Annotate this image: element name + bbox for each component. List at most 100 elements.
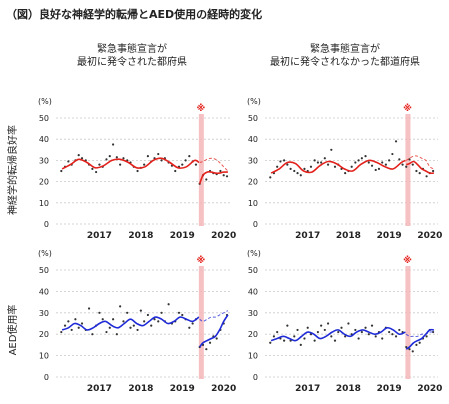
data-point bbox=[303, 167, 306, 170]
data-point bbox=[303, 337, 306, 340]
data-point bbox=[63, 324, 67, 327]
data-point bbox=[272, 335, 276, 338]
data-point bbox=[381, 161, 384, 164]
y-tick-label: 10 bbox=[39, 352, 49, 361]
data-point bbox=[313, 159, 316, 162]
data-point bbox=[415, 343, 418, 346]
data-point bbox=[87, 307, 91, 310]
data-point bbox=[153, 318, 156, 321]
chart-panel-top-left: (%) 50 40 30 20 10 0 ※ 2017 2018 2019 2020 bbox=[38, 97, 236, 241]
data-point bbox=[313, 339, 316, 342]
data-point bbox=[112, 143, 115, 146]
data-point bbox=[394, 335, 398, 338]
data-point bbox=[357, 337, 360, 340]
data-point bbox=[323, 328, 326, 332]
data-point bbox=[70, 328, 73, 332]
emergency-marker: ※ bbox=[197, 103, 206, 114]
y-tick-label: 30 bbox=[248, 156, 258, 165]
data-point bbox=[98, 311, 101, 314]
y-tick-label: 50 bbox=[248, 266, 258, 275]
data-point bbox=[115, 333, 118, 336]
data-point bbox=[323, 157, 326, 160]
emergency-period-band bbox=[405, 266, 411, 379]
data-point bbox=[326, 322, 330, 325]
x-tick-label: 2017 bbox=[295, 384, 320, 394]
series-line-solid-0 bbox=[61, 157, 200, 170]
data-point bbox=[354, 161, 357, 164]
y-tick-label: 50 bbox=[248, 114, 258, 123]
data-point bbox=[222, 174, 225, 177]
series-line-solid-0 bbox=[270, 326, 406, 342]
data-point bbox=[191, 322, 194, 325]
data-point bbox=[374, 168, 377, 172]
data-point bbox=[105, 330, 108, 334]
x-tick-label: 2019 bbox=[170, 384, 195, 394]
data-point bbox=[381, 337, 384, 340]
data-point bbox=[174, 169, 177, 173]
data-point bbox=[293, 169, 296, 173]
data-point bbox=[208, 341, 212, 344]
data-point bbox=[432, 169, 435, 173]
data-point bbox=[91, 333, 94, 336]
y-tick-label: 20 bbox=[39, 178, 49, 187]
data-point bbox=[269, 176, 272, 179]
data-point bbox=[157, 320, 160, 323]
data-point bbox=[388, 159, 391, 162]
y-tick-label: 10 bbox=[39, 199, 49, 208]
data-point bbox=[119, 305, 122, 308]
data-point bbox=[296, 328, 299, 332]
chart-panel-top-right: (%) 50 40 30 20 10 0 ※ 2017 2018 2019 2020 bbox=[247, 97, 442, 241]
data-point bbox=[316, 161, 319, 164]
data-point bbox=[309, 165, 313, 168]
data-point bbox=[77, 326, 80, 329]
data-point bbox=[367, 333, 370, 336]
data-point bbox=[108, 155, 111, 158]
data-point bbox=[377, 167, 381, 170]
y-unit-label: (%) bbox=[247, 249, 261, 258]
y-tick-label: 20 bbox=[248, 178, 258, 187]
data-point bbox=[205, 348, 208, 351]
chart-panel-bottom-right: (%) 50 40 30 20 10 0 ※ 2017 2018 2019 2020 bbox=[247, 249, 442, 394]
data-point bbox=[98, 163, 101, 166]
x-tick-label: 2018 bbox=[128, 231, 153, 241]
data-point bbox=[139, 309, 142, 312]
data-point bbox=[129, 326, 132, 329]
series-line-solid-1 bbox=[198, 170, 228, 184]
y-tick-label: 50 bbox=[39, 266, 49, 275]
data-point bbox=[146, 313, 149, 317]
data-point bbox=[340, 326, 343, 329]
data-point bbox=[157, 152, 160, 156]
data-point bbox=[67, 320, 70, 323]
y-unit-label: (%) bbox=[247, 97, 261, 106]
y-tick-label: 40 bbox=[248, 135, 258, 144]
data-point bbox=[276, 165, 279, 168]
x-tick-label: 2018 bbox=[336, 231, 361, 241]
data-point bbox=[283, 339, 286, 342]
x-tick-label: 2017 bbox=[87, 384, 112, 394]
data-point bbox=[225, 175, 229, 178]
data-point bbox=[143, 320, 146, 323]
chart-panel-bottom-left: (%) 50 40 30 20 10 0 ※ 2017 2018 2019 2020 bbox=[38, 249, 236, 394]
data-point bbox=[115, 156, 118, 159]
series-line-solid-1 bbox=[406, 160, 434, 175]
data-point bbox=[374, 335, 377, 338]
data-point bbox=[306, 326, 309, 329]
data-point bbox=[344, 172, 347, 175]
y-tick-label: 0 bbox=[253, 373, 258, 382]
emergency-marker: ※ bbox=[403, 255, 412, 266]
x-tick-label: 2020 bbox=[211, 384, 236, 394]
data-point bbox=[364, 326, 367, 329]
x-tick-label: 2020 bbox=[417, 384, 442, 394]
data-point bbox=[194, 163, 198, 166]
data-point bbox=[105, 158, 108, 161]
column-title-1-line-1: 緊急事態宣言が bbox=[97, 42, 167, 55]
data-point bbox=[360, 330, 363, 334]
data-point bbox=[80, 157, 84, 160]
data-point bbox=[384, 163, 387, 166]
data-point bbox=[181, 313, 184, 317]
data-point bbox=[337, 330, 340, 334]
data-point bbox=[418, 341, 421, 344]
data-point bbox=[219, 169, 222, 173]
data-point bbox=[320, 161, 323, 164]
